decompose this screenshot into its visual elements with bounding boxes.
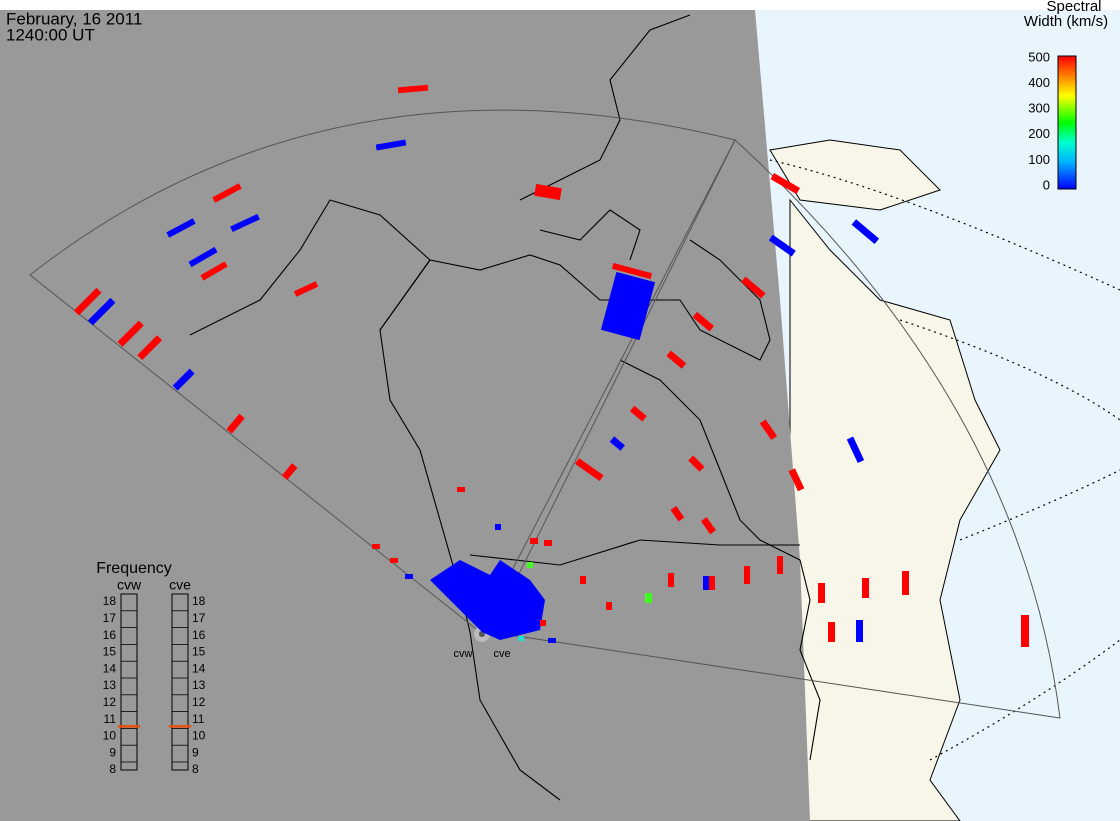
frequency-tick-label: 11 <box>104 712 117 726</box>
frequency-tick-label: 8 <box>192 762 199 776</box>
colorbar-tick-label: 300 <box>1028 101 1050 116</box>
radar-name: cve <box>169 577 191 593</box>
frequency-tick-label: 16 <box>103 628 117 642</box>
coastline <box>519 14 691 261</box>
frequency-tick-label: 8 <box>109 762 116 776</box>
coastline <box>189 199 771 361</box>
frequency-tick-label: 15 <box>103 645 117 659</box>
station-label: cvw <box>454 648 473 660</box>
colorbar <box>1057 55 1077 190</box>
colorbar-tick-label: 200 <box>1028 126 1050 141</box>
day-land <box>789 198 1001 821</box>
frequency-tick-label: 11 <box>192 712 205 726</box>
lat-circle <box>769 159 1120 291</box>
frequency-tick-label: 17 <box>103 611 117 625</box>
border <box>379 259 800 566</box>
frequency-tick-label: 10 <box>192 729 206 743</box>
lat-circle <box>959 469 1120 541</box>
coastline <box>619 359 821 761</box>
frequency-tick-label: 12 <box>192 695 206 709</box>
colorbar-tick-label: 0 <box>1043 177 1050 192</box>
frequency-tick-label: 18 <box>103 594 117 608</box>
lat-circle <box>899 319 1120 421</box>
frequency-tick-label: 9 <box>192 745 199 759</box>
frequency-tick-label: 18 <box>192 594 206 608</box>
frequency-tick-label: 12 <box>103 695 117 709</box>
colorbar-title: Spectral <box>1046 0 1101 15</box>
echoes <box>73 84 1029 647</box>
frequency-title: Frequency <box>96 560 172 577</box>
colorbar-tick-label: 400 <box>1028 75 1050 90</box>
frequency-tick-label: 14 <box>192 661 206 675</box>
date: February, 16 2011 <box>6 9 142 28</box>
top-margin <box>0 0 1120 10</box>
station-label: cve <box>493 648 510 660</box>
colorbar-title: Width (km/s) <box>1024 13 1108 30</box>
colorbar-tick-label: 500 <box>1028 49 1050 64</box>
frequency-tick-label: 10 <box>103 729 117 743</box>
lat-circle <box>929 639 1120 761</box>
fov-cvw <box>29 109 736 633</box>
time: 1240:00 UT <box>6 25 95 44</box>
frequency-tick-label: 13 <box>192 678 206 692</box>
frequency-tick-label: 17 <box>192 611 206 625</box>
colorbar-tick-label: 100 <box>1028 152 1050 167</box>
frequency-tick-label: 16 <box>192 628 206 642</box>
radar-name: cvw <box>117 577 142 593</box>
fov-cve <box>489 139 1061 719</box>
frequency-tick-label: 14 <box>103 661 117 675</box>
frequency-tick-label: 15 <box>192 645 206 659</box>
frequency-tick-label: 9 <box>109 745 116 759</box>
coastline <box>379 259 561 801</box>
frequency-tick-label: 13 <box>103 678 117 692</box>
day-land <box>769 139 941 211</box>
